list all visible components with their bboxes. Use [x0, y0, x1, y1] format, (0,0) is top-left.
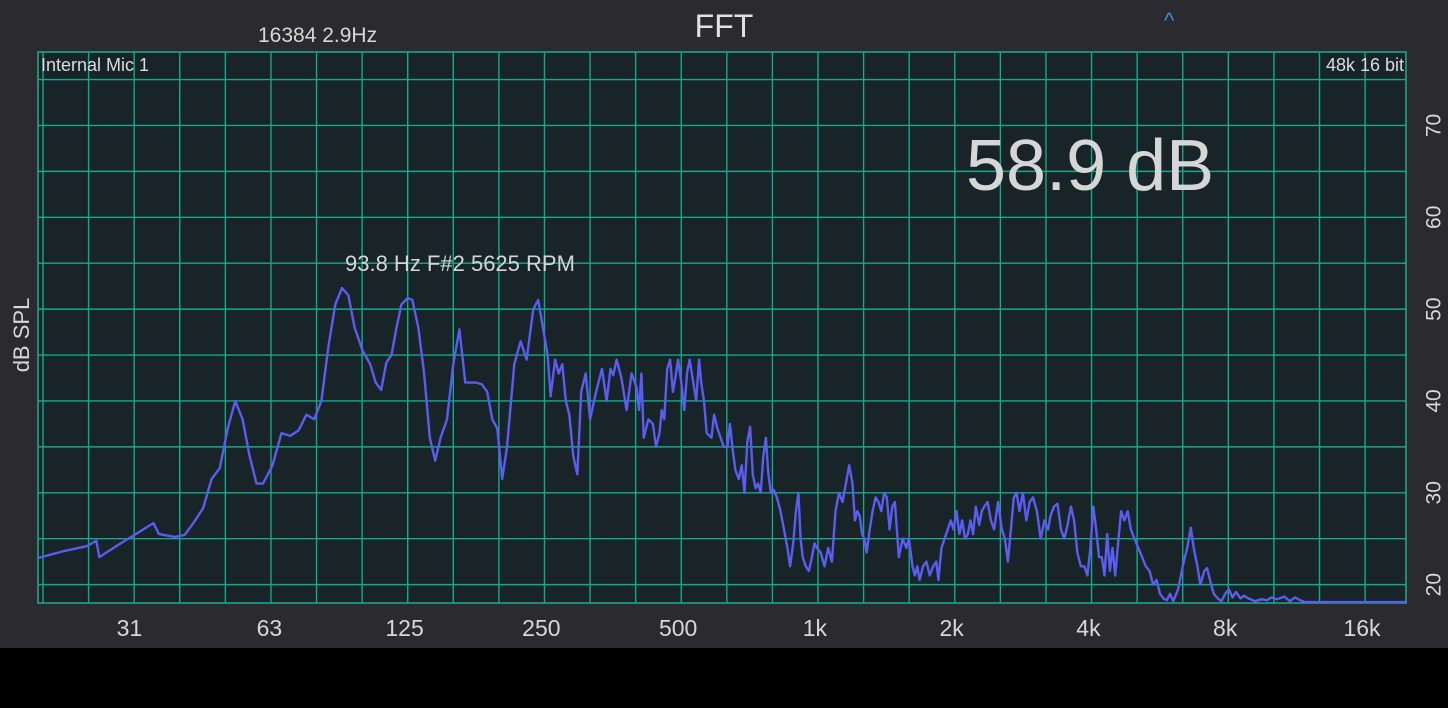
spectrum-line	[37, 286, 1406, 604]
bottom-bar	[0, 648, 1448, 708]
peak-annotation: 93.8 Hz F#2 5625 RPM	[345, 251, 575, 276]
x-tick-label: 500	[659, 615, 697, 641]
plot-border	[37, 51, 1407, 604]
y-tick-label: 70	[1423, 114, 1446, 137]
page-title: FFT	[694, 8, 754, 44]
fft-spectrum-chart[interactable]: 31 63 125 250 500 1k 2k 4k 8k 16k 20 30 40 50 60 70 In…	[0, 0, 1448, 648]
y-tick-label: 60	[1423, 206, 1446, 229]
x-tick-label: 31	[117, 615, 143, 641]
x-tick-label: 8k	[1213, 615, 1238, 641]
plot-area[interactable]	[38, 52, 1406, 603]
x-tick-label: 250	[522, 615, 560, 641]
x-tick-label: 63	[257, 615, 283, 641]
x-axis-ticks: 31 63 125 250 500 1k 2k 4k 8k 16k	[117, 615, 1381, 641]
x-tick-label: 2k	[940, 615, 965, 641]
x-tick-label: 4k	[1076, 615, 1101, 641]
y-tick-label: 20	[1423, 573, 1446, 596]
y-tick-label: 50	[1423, 297, 1446, 320]
x-tick-label: 1k	[803, 615, 828, 641]
level-readout: 58.9 dB	[966, 126, 1214, 206]
sample-format-label[interactable]: 48k 16 bit	[1326, 55, 1404, 75]
x-tick-label: 16k	[1343, 615, 1381, 641]
y-tick-label: 40	[1423, 389, 1446, 412]
input-source-label[interactable]: Internal Mic 1	[41, 55, 149, 75]
y-axis-ticks: 20 30 40 50 60 70	[1423, 114, 1446, 597]
fft-analyzer-app: 16384 2.9Hz FFT ^ dB SPL 31 63 125 250 500 1k…	[0, 0, 1448, 648]
y-tick-label: 30	[1423, 481, 1446, 504]
x-tick-label: 125	[385, 615, 423, 641]
fft-size-resolution[interactable]: 16384 2.9Hz	[258, 24, 378, 47]
caret-up-icon[interactable]: ^	[1164, 8, 1175, 33]
